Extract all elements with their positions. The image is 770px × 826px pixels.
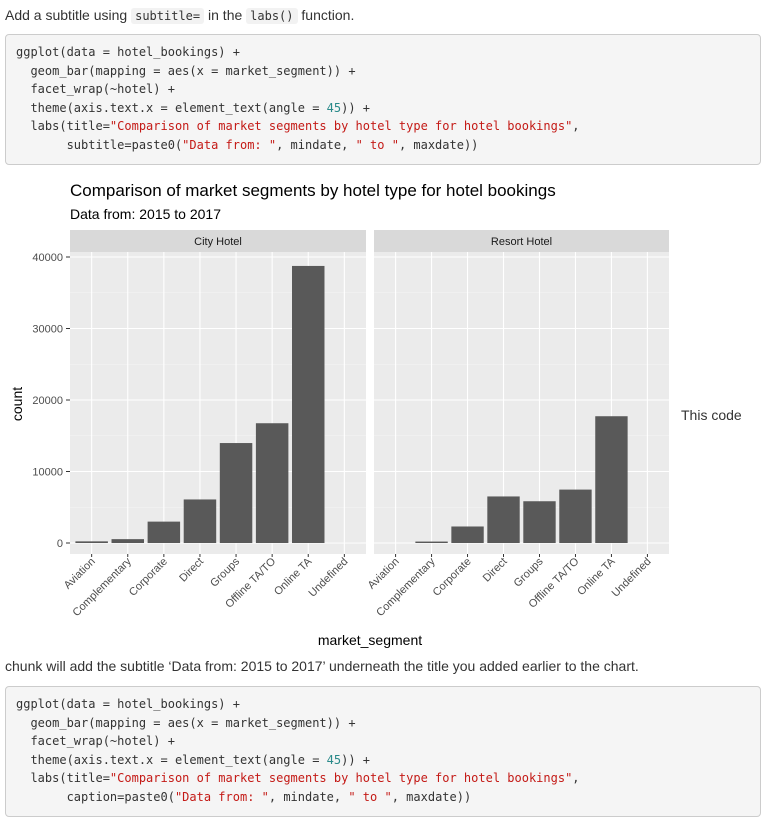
code-token: , maxdate))	[391, 789, 472, 804]
code-line: ggplot(data = hotel_bookings) +	[16, 695, 750, 714]
bar	[183, 499, 217, 543]
y-tick-label: 40000	[32, 252, 63, 264]
bar	[559, 489, 592, 543]
code-block-caption: ggplot(data = hotel_bookings) + geom_bar…	[5, 686, 761, 817]
code-token: theme(axis.text.x = element_text(angle =	[16, 752, 327, 767]
facet-strip	[374, 230, 669, 252]
chart-title: Comparison of market segments by hotel t…	[70, 181, 556, 200]
y-axis-title: count	[9, 387, 25, 421]
x-tick-label: Direct	[177, 556, 206, 585]
intro-text-middle: in the	[204, 7, 247, 23]
x-tick-label: Undefined	[307, 556, 351, 600]
bar	[219, 443, 253, 543]
bar	[415, 541, 448, 543]
code-line: geom_bar(mapping = aes(x = market_segmen…	[16, 62, 750, 81]
code-token: subtitle=paste0(	[16, 137, 183, 152]
code-token: caption=paste0(	[16, 789, 175, 804]
x-tick-label: Corporate	[127, 556, 170, 599]
outro-paragraph: chunk will add the subtitle ‘Data from: …	[5, 658, 639, 674]
intro-text-before: Add a subtitle using	[5, 7, 132, 23]
code-token-num: 45	[326, 100, 342, 115]
code-token: ,	[572, 771, 580, 786]
faceted-bar-chart: Comparison of market segments by hotel t…	[0, 170, 770, 655]
y-tick-label: 30000	[32, 324, 63, 336]
code-line: labs(title="Comparison of market segment…	[16, 117, 750, 136]
code-token: ggplot(data = hotel_bookings) +	[16, 697, 240, 711]
code-token: , mindate,	[276, 137, 356, 152]
y-tick-label: 20000	[32, 395, 63, 407]
facet-strip	[70, 230, 366, 252]
code-line: subtitle=paste0("Data from: ", mindate, …	[16, 136, 750, 155]
bar	[523, 501, 556, 543]
code-token-str: "Comparison of market segments by hotel …	[109, 119, 573, 134]
y-tick-label: 10000	[32, 467, 63, 479]
code-line: labs(title="Comparison of market segment…	[16, 769, 750, 788]
intro-text-after: function.	[297, 7, 355, 23]
y-tick-label: 0	[57, 538, 63, 550]
code-line: facet_wrap(~hotel) +	[16, 732, 750, 751]
code-token: facet_wrap(~hotel) +	[16, 734, 175, 749]
code-token: )) +	[341, 752, 371, 767]
inline-code-subtitle: subtitle=	[131, 8, 205, 24]
x-tick-label: Undefined	[610, 556, 654, 600]
code-token-num: 45	[326, 752, 342, 767]
code-token: , mindate,	[268, 789, 349, 804]
x-tick-label: Aviation	[366, 556, 402, 592]
code-line: theme(axis.text.x = element_text(angle =…	[16, 99, 750, 118]
bar	[487, 496, 520, 543]
code-token-str: "Data from: "	[182, 137, 277, 152]
code-line: geom_bar(mapping = aes(x = market_segmen…	[16, 714, 750, 733]
side-note-text: This code	[681, 407, 742, 423]
facet-strip-label: City Hotel	[194, 236, 242, 248]
code-token: labs(title=	[16, 771, 110, 786]
code-token: facet_wrap(~hotel) +	[16, 82, 175, 97]
x-axis-title: market_segment	[318, 632, 422, 648]
chart-subtitle: Data from: 2015 to 2017	[70, 206, 221, 222]
bar	[111, 539, 144, 543]
code-token: geom_bar(mapping = aes(x = market_segmen…	[16, 63, 356, 78]
code-line: ggplot(data = hotel_bookings) +	[16, 43, 750, 62]
x-tick-label: Direct	[481, 556, 510, 585]
bar	[595, 416, 628, 543]
code-token-str: "Comparison of market segments by hotel …	[109, 771, 573, 786]
bar	[292, 265, 325, 543]
code-token: ggplot(data = hotel_bookings) +	[16, 45, 240, 59]
code-token: , maxdate))	[398, 137, 479, 152]
code-token: labs(title=	[16, 119, 110, 134]
bar	[451, 526, 484, 543]
code-token-str: " to "	[348, 789, 392, 804]
code-token: theme(axis.text.x = element_text(angle =	[16, 100, 327, 115]
facet-strip-label: Resort Hotel	[491, 236, 552, 248]
bar	[147, 521, 181, 543]
bar	[75, 541, 108, 543]
code-line: facet_wrap(~hotel) +	[16, 80, 750, 99]
inline-code-labs: labs()	[246, 8, 298, 24]
chart-svg: Comparison of market segments by hotel t…	[9, 181, 742, 648]
code-token-str: "Data from: "	[174, 789, 269, 804]
x-tick-label: Aviation	[62, 556, 98, 592]
code-token-str: " to "	[355, 137, 399, 152]
intro-paragraph: Add a subtitle using subtitle= in the la…	[5, 5, 354, 26]
code-line: caption=paste0("Data from: ", mindate, "…	[16, 788, 750, 807]
x-tick-label: Groups	[208, 555, 242, 589]
bar	[255, 423, 289, 543]
code-block-subtitle: ggplot(data = hotel_bookings) + geom_bar…	[5, 34, 761, 165]
code-line: theme(axis.text.x = element_text(angle =…	[16, 751, 750, 770]
code-token: )) +	[341, 100, 371, 115]
x-tick-label: Corporate	[431, 556, 474, 599]
x-tick-label: Groups	[512, 555, 546, 589]
code-token: geom_bar(mapping = aes(x = market_segmen…	[16, 715, 356, 730]
code-token: ,	[572, 119, 580, 134]
